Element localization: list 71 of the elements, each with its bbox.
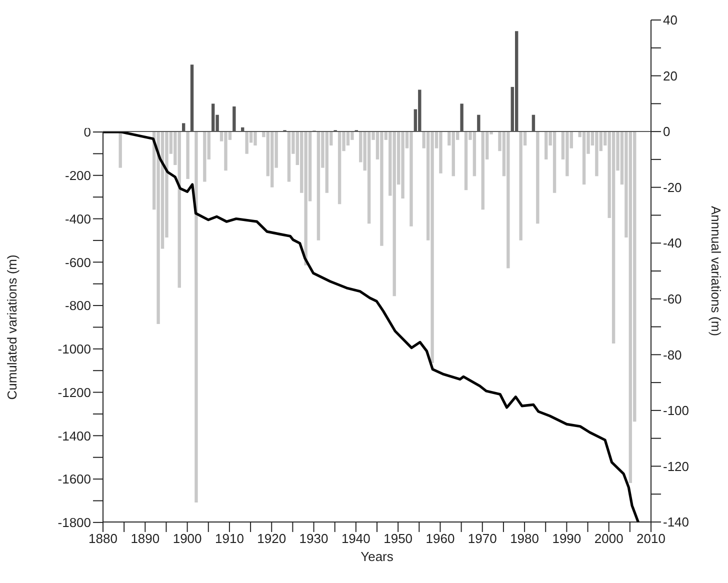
x-tick-label: 2010 [636, 531, 666, 546]
bar [186, 132, 190, 179]
bar [338, 132, 342, 204]
y2-axis-title: Annnual variations (m) [708, 206, 724, 336]
y2-tick-label: 20 [663, 68, 678, 84]
x-tick-label: 2000 [594, 531, 624, 546]
bar [203, 132, 206, 182]
bar [287, 132, 291, 182]
bar [178, 132, 181, 288]
y-tick-label: -200 [65, 168, 92, 183]
bar [552, 132, 556, 193]
bar [367, 132, 371, 224]
bar [224, 132, 228, 171]
bar [430, 132, 434, 364]
bar [380, 132, 384, 246]
bar [506, 132, 510, 268]
bar [410, 132, 413, 226]
y2-tick-label: -120 [663, 458, 690, 474]
x-tick-label: 1970 [468, 531, 497, 546]
x-tick-label: 1940 [341, 531, 370, 546]
y2-tick-label: -100 [663, 403, 690, 418]
y-tick-label: -600 [65, 254, 92, 270]
bar [452, 132, 455, 176]
bar [245, 132, 248, 154]
bar [439, 132, 442, 174]
x-tick-label: 1900 [172, 531, 202, 546]
y-axis-title: Cumulated variations (m) [4, 254, 20, 400]
x-axis-title: Years [360, 549, 394, 564]
bar [472, 132, 476, 176]
bar [194, 132, 198, 502]
x-tick-label: 1890 [130, 531, 160, 546]
y2-tick-label: -20 [663, 180, 682, 195]
y2-tick-label: 0 [663, 124, 670, 140]
x-tick-label: 1910 [215, 531, 244, 546]
bar [156, 132, 160, 324]
bar [325, 132, 329, 193]
bar [544, 132, 548, 160]
y-tick-label: -400 [65, 210, 92, 226]
bar [612, 132, 616, 344]
bar [270, 132, 274, 188]
y2-tick-label: -40 [663, 236, 682, 251]
bar [254, 132, 257, 146]
y-tick-label: -1000 [58, 341, 92, 356]
y2-tick-label: 40 [663, 12, 678, 28]
x-tick-label: 1980 [510, 531, 539, 546]
y-tick-label: -1400 [58, 428, 92, 443]
y-tick-label: -800 [65, 298, 92, 313]
y-tick-label: -1800 [58, 514, 92, 530]
x-tick-label: 1880 [88, 531, 118, 546]
x-tick-label: 1930 [299, 531, 328, 546]
y2-tick-label: -80 [663, 347, 682, 362]
y2-tick-label: -60 [663, 292, 682, 307]
x-tick-label: 1920 [257, 531, 286, 546]
x-tick-label: 1990 [552, 531, 582, 546]
bar [536, 132, 540, 224]
bar [316, 132, 320, 240]
bar [519, 132, 522, 240]
bar [401, 132, 404, 198]
y-tick-label: -1600 [58, 471, 92, 486]
bar [582, 132, 586, 185]
y-tick-label: -1200 [58, 384, 92, 400]
bar [566, 132, 569, 176]
bar [464, 132, 468, 190]
bar [481, 132, 484, 210]
x-tick-label: 1960 [426, 531, 455, 546]
x-tick-label: 1950 [384, 531, 413, 546]
bar [628, 132, 632, 483]
bar [304, 132, 308, 266]
bar [595, 132, 598, 176]
bar [392, 132, 396, 296]
y2-tick-label: -140 [663, 514, 690, 530]
